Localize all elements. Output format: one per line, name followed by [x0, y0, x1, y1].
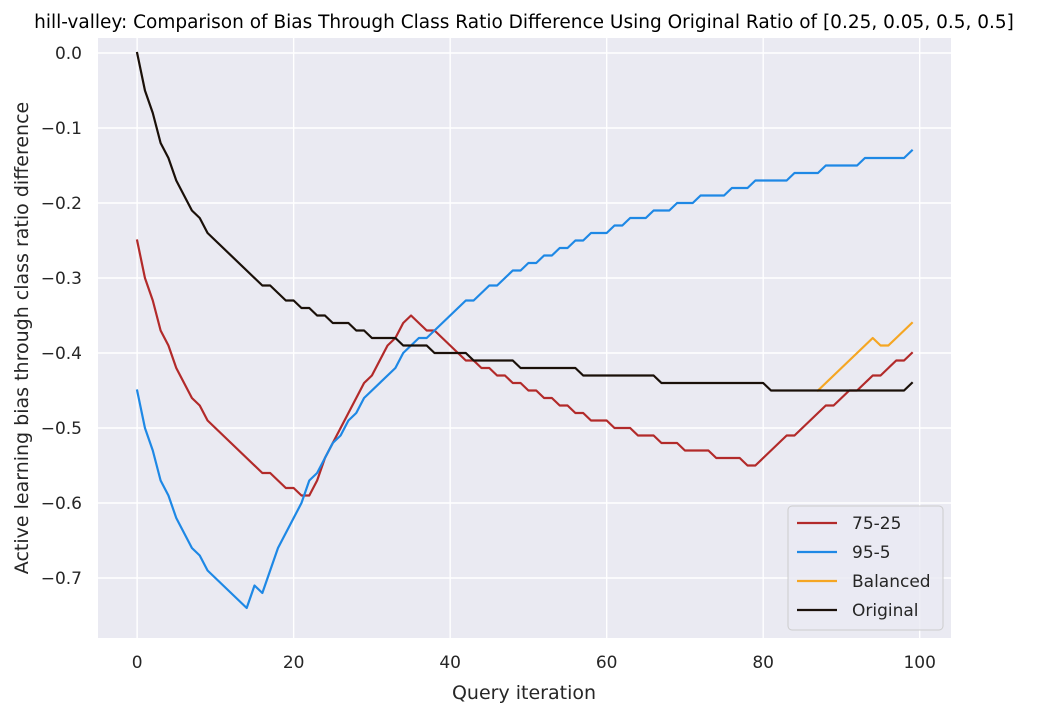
tick-labels: 0 20 40 60 80 100 0.0 −0.1 −0.2 −0.3 −0.4 −0.5 −0.6 −…	[41, 44, 936, 673]
series-line-original	[135, 51, 914, 392]
y-tick-label: −0.1	[41, 119, 82, 139]
legend-box	[787, 505, 944, 631]
y-tick-label: −0.2	[41, 194, 82, 214]
series-line-75-25	[135, 239, 914, 497]
legend-label: 75-25	[852, 514, 901, 534]
legend-items: 75-25 95-5 Balanced Original	[797, 514, 931, 621]
x-axis-label: Query iteration	[452, 682, 596, 704]
grid-lines	[98, 38, 951, 638]
series-lines	[135, 51, 914, 610]
legend-label: Original	[852, 601, 919, 621]
legend-label: 95-5	[852, 543, 891, 563]
x-tick-label: 100	[903, 653, 935, 673]
x-tick-label: 20	[283, 653, 305, 673]
x-tick-label: 40	[439, 653, 461, 673]
y-tick-label: −0.4	[41, 344, 82, 364]
legend-label: Balanced	[852, 572, 931, 592]
x-tick-label: 0	[132, 653, 143, 673]
y-axis-label: Active learning bias through class ratio…	[11, 102, 33, 574]
series-line-balanced	[816, 321, 914, 393]
series-line-95-5	[135, 148, 914, 610]
x-tick-label: 60	[596, 653, 618, 673]
y-tick-label: −0.7	[41, 569, 82, 589]
x-tick-label: 80	[752, 653, 774, 673]
legend: 75-25 95-5 Balanced Original	[787, 505, 944, 631]
y-tick-label: −0.3	[41, 269, 82, 289]
y-tick-label: −0.5	[41, 419, 82, 439]
chart-title: hill-valley: Comparison of Bias Through …	[34, 12, 1014, 33]
y-tick-label: 0.0	[55, 44, 82, 64]
y-tick-label: −0.6	[41, 494, 82, 514]
